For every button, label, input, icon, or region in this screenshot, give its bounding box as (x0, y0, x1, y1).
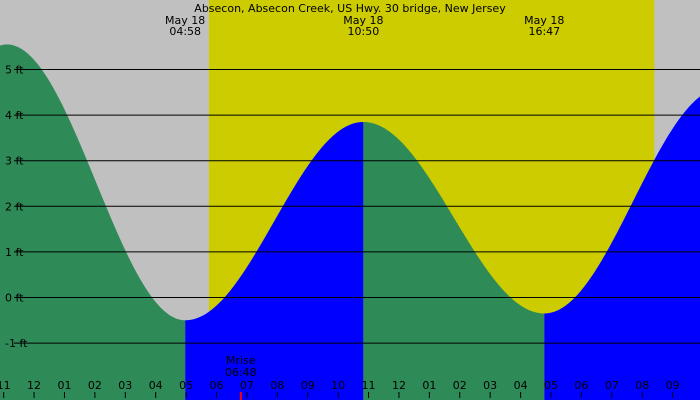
tide-event-date: May 18 (343, 14, 383, 27)
y-axis-tick-label: 1 ft (5, 246, 24, 259)
x-axis-tick-label: 12 (392, 379, 406, 392)
x-axis-tick-label: 04 (514, 379, 528, 392)
x-axis-tick-label: 11 (0, 379, 11, 392)
x-axis-tick-label: 05 (179, 379, 193, 392)
tide-event-date: May 18 (524, 14, 564, 27)
x-axis-tick-label: 02 (453, 379, 467, 392)
x-axis-tick-label: 03 (118, 379, 132, 392)
x-axis-tick-label: 08 (635, 379, 649, 392)
x-axis-tick-label: 04 (149, 379, 163, 392)
x-axis-tick-label: 07 (240, 379, 254, 392)
y-axis-tick-label: 4 ft (5, 109, 24, 122)
tide-event-time: 16:47 (528, 25, 560, 38)
tide-event-time: 04:58 (169, 25, 201, 38)
y-axis-tick-label: 5 ft (5, 64, 24, 77)
tide-area-layer (0, 44, 700, 400)
x-axis-tick-label: 08 (270, 379, 284, 392)
x-axis-tick-label: 06 (210, 379, 224, 392)
x-axis-tick-label: 11 (362, 379, 376, 392)
gridline-layer (14, 69, 700, 344)
rising-tide-area (185, 121, 364, 400)
x-axis-tick-label: 10 (331, 379, 345, 392)
x-axis-tick-label: 12 (27, 379, 41, 392)
chart-title: Absecon, Absecon Creek, US Hwy. 30 bridg… (194, 2, 506, 15)
x-axis-tick-label: 05 (544, 379, 558, 392)
tide-event-date: May 18 (165, 14, 205, 27)
y-axis-tick-label: 2 ft (5, 200, 24, 213)
y-axis-tick-label: 3 ft (5, 155, 24, 168)
y-axis-label-layer: 5 ft 4 ft 3 ft 2 ft 1 ft 0 ft -1 ft (5, 64, 28, 351)
x-axis-tick-label: 09 (666, 379, 680, 392)
x-axis-tick-label: 01 (422, 379, 436, 392)
y-axis-tick-label: 0 ft (5, 292, 24, 305)
moonrise-time: 06:48 (225, 366, 257, 379)
tide-event-time: 10:50 (348, 25, 380, 38)
x-axis-tick-label: 07 (605, 379, 619, 392)
x-axis-tick-label: 06 (574, 379, 588, 392)
falling-tide-area (363, 121, 545, 400)
x-axis-tick-label: 02 (88, 379, 102, 392)
x-axis-tick-layer: 11 12 01 02 03 04 05 06 07 08 09 10 11 12 01 02 03 04 05 06… (0, 379, 680, 398)
x-axis-tick-label: 03 (483, 379, 497, 392)
x-axis-tick-label: 01 (57, 379, 71, 392)
moonrise-label: Mrise (226, 354, 256, 367)
rising-tide-area (544, 96, 700, 400)
falling-tide-area (0, 44, 186, 400)
y-axis-tick-label: -1 ft (5, 337, 28, 350)
x-axis-tick-label: 09 (301, 379, 315, 392)
